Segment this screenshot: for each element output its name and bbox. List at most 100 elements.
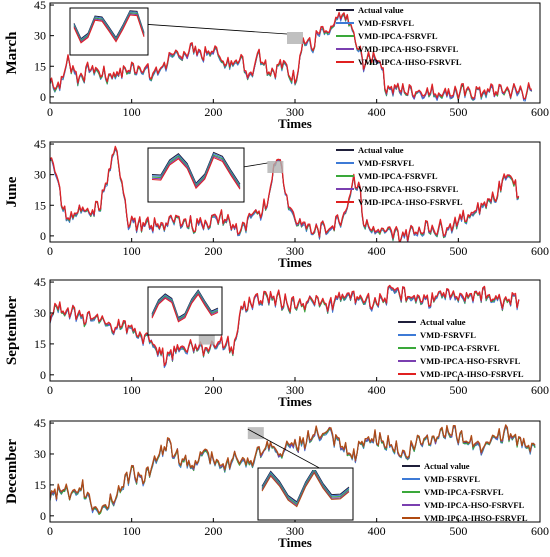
inset-line xyxy=(261,471,350,508)
y-tick-label: 0 xyxy=(40,90,46,104)
y-tick-label: 0 xyxy=(40,368,46,382)
series-line-4 xyxy=(50,11,532,100)
x-axis-label: Times xyxy=(278,394,312,409)
x-tick-label: 300 xyxy=(286,244,304,258)
x-tick-label: 600 xyxy=(531,244,549,258)
x-tick-label: 400 xyxy=(368,105,386,119)
inset-line xyxy=(261,470,350,505)
zoom-region xyxy=(267,161,284,173)
legend-entry: VMD-IPCA-IHSO-FSRVFL xyxy=(358,57,462,67)
y-tick-label: 15 xyxy=(34,337,46,351)
x-tick-label: 500 xyxy=(449,383,467,397)
x-tick-label: 400 xyxy=(368,383,386,397)
inset-line xyxy=(151,293,219,323)
legend-entry: VMD-IPCA-IHSO-FSRVFL xyxy=(424,513,528,523)
panel-september: 0 100 200 300 400 500 600 0 15 30 45 Times September… xyxy=(4,275,549,409)
legend-entry: VMD-IPCA-FSRVFL xyxy=(358,171,438,181)
y-tick-label: 0 xyxy=(40,509,46,523)
series-line-4 xyxy=(50,145,520,242)
y-tick-label: 45 xyxy=(34,0,46,12)
inset-line xyxy=(73,11,145,41)
inset-line xyxy=(73,12,145,42)
x-tick-label: 0 xyxy=(47,524,53,538)
x-tick-label: 0 xyxy=(47,105,53,119)
x-tick-label: 200 xyxy=(204,244,222,258)
x-tick-label: 200 xyxy=(204,383,222,397)
x-tick-label: 200 xyxy=(204,524,222,538)
x-tick-label: 300 xyxy=(286,383,304,397)
y-tick-label: 30 xyxy=(34,168,46,182)
legend-entry: VMD-FSRVFL xyxy=(420,330,476,340)
x-axis-label: Times xyxy=(278,255,312,270)
y-axis-label: June xyxy=(4,176,20,207)
panel-june: 0 100 200 300 400 500 600 0 15 30 45 Times June Actua… xyxy=(4,137,549,270)
x-tick-label: 300 xyxy=(286,105,304,119)
x-tick-label: 0 xyxy=(47,244,53,258)
inset-line xyxy=(73,14,145,44)
zoom-region xyxy=(287,32,303,44)
x-axis-label: Times xyxy=(278,535,312,550)
y-tick-label: 45 xyxy=(34,416,46,430)
x-tick-label: 500 xyxy=(449,524,467,538)
panel-march: 0 100 200 300 400 500 600 0 15 30 45 Times March Actu… xyxy=(4,0,549,131)
zoom-arrow xyxy=(147,24,288,35)
x-tick-label: 100 xyxy=(123,383,141,397)
y-axis-label: December xyxy=(4,439,20,504)
inset-line xyxy=(151,156,241,190)
legend-entry: Actual value xyxy=(424,461,470,471)
x-tick-label: 400 xyxy=(368,524,386,538)
panel-december: 0 100 200 300 400 500 600 0 15 30 45 Times December A… xyxy=(4,416,549,550)
x-tick-label: 300 xyxy=(286,524,304,538)
x-tick-label: 100 xyxy=(123,105,141,119)
legend-entry: VMD-IPCA-HSO-FSRVFL xyxy=(424,500,525,510)
inset-line xyxy=(151,153,241,186)
x-tick-label: 600 xyxy=(531,105,549,119)
legend-entry: VMD-FSRVFL xyxy=(424,474,480,484)
legend-entry: VMD-IPCA-FSRVFL xyxy=(358,31,438,41)
legend-entry: VMD-IPCA-FSRVFL xyxy=(424,487,504,497)
y-axis-label: March xyxy=(4,31,20,75)
legend-entry: VMD-FSRVFL xyxy=(358,158,414,168)
inset-line xyxy=(261,470,350,503)
y-tick-label: 15 xyxy=(34,478,46,492)
inset-line xyxy=(73,10,145,40)
series-line-4 xyxy=(50,284,520,367)
legend-entry: VMD-IPCA-HSO-FSRVFL xyxy=(358,184,459,194)
inset-line xyxy=(261,470,350,507)
legend-entry: Actual value xyxy=(420,317,466,327)
x-tick-label: 0 xyxy=(47,383,53,397)
x-tick-label: 100 xyxy=(123,244,141,258)
legend-entry: VMD-IPCA-HSO-FSRVFL xyxy=(420,356,521,366)
legend-entry: Actual value xyxy=(358,5,404,15)
x-tick-label: 500 xyxy=(449,244,467,258)
series-line-4 xyxy=(50,424,536,514)
x-tick-label: 100 xyxy=(123,524,141,538)
y-tick-label: 30 xyxy=(34,447,46,461)
y-tick-label: 30 xyxy=(34,306,46,320)
y-axis-label: September xyxy=(4,296,20,365)
legend-entry: VMD-IPCA-FSRVFL xyxy=(420,343,500,353)
x-tick-label: 600 xyxy=(531,383,549,397)
inset-line xyxy=(261,470,350,504)
y-tick-label: 30 xyxy=(34,29,46,43)
y-tick-label: 15 xyxy=(34,59,46,73)
x-tick-label: 500 xyxy=(449,105,467,119)
series-line-3 xyxy=(50,147,520,242)
legend-entry: VMD-IPCA-HSO-FSRVFL xyxy=(358,44,459,54)
y-tick-label: 45 xyxy=(34,275,46,289)
x-tick-label: 600 xyxy=(531,524,549,538)
y-tick-label: 45 xyxy=(34,137,46,151)
legend-entry: VMD-IPCA-IHSO-FSRVFL xyxy=(420,369,524,379)
legend-entry: VMD-FSRVFL xyxy=(358,18,414,28)
y-tick-label: 0 xyxy=(40,229,46,243)
legend-entry: VMD-IPCA-1HSO-FSRVFL xyxy=(358,197,463,207)
inset-line xyxy=(151,155,241,189)
x-axis-label: Times xyxy=(278,116,312,131)
x-tick-label: 200 xyxy=(204,105,222,119)
inset-line xyxy=(73,13,145,43)
zoom-region xyxy=(198,332,215,345)
y-tick-label: 15 xyxy=(34,198,46,212)
x-tick-label: 400 xyxy=(368,244,386,258)
legend-entry: Actual value xyxy=(358,145,404,155)
